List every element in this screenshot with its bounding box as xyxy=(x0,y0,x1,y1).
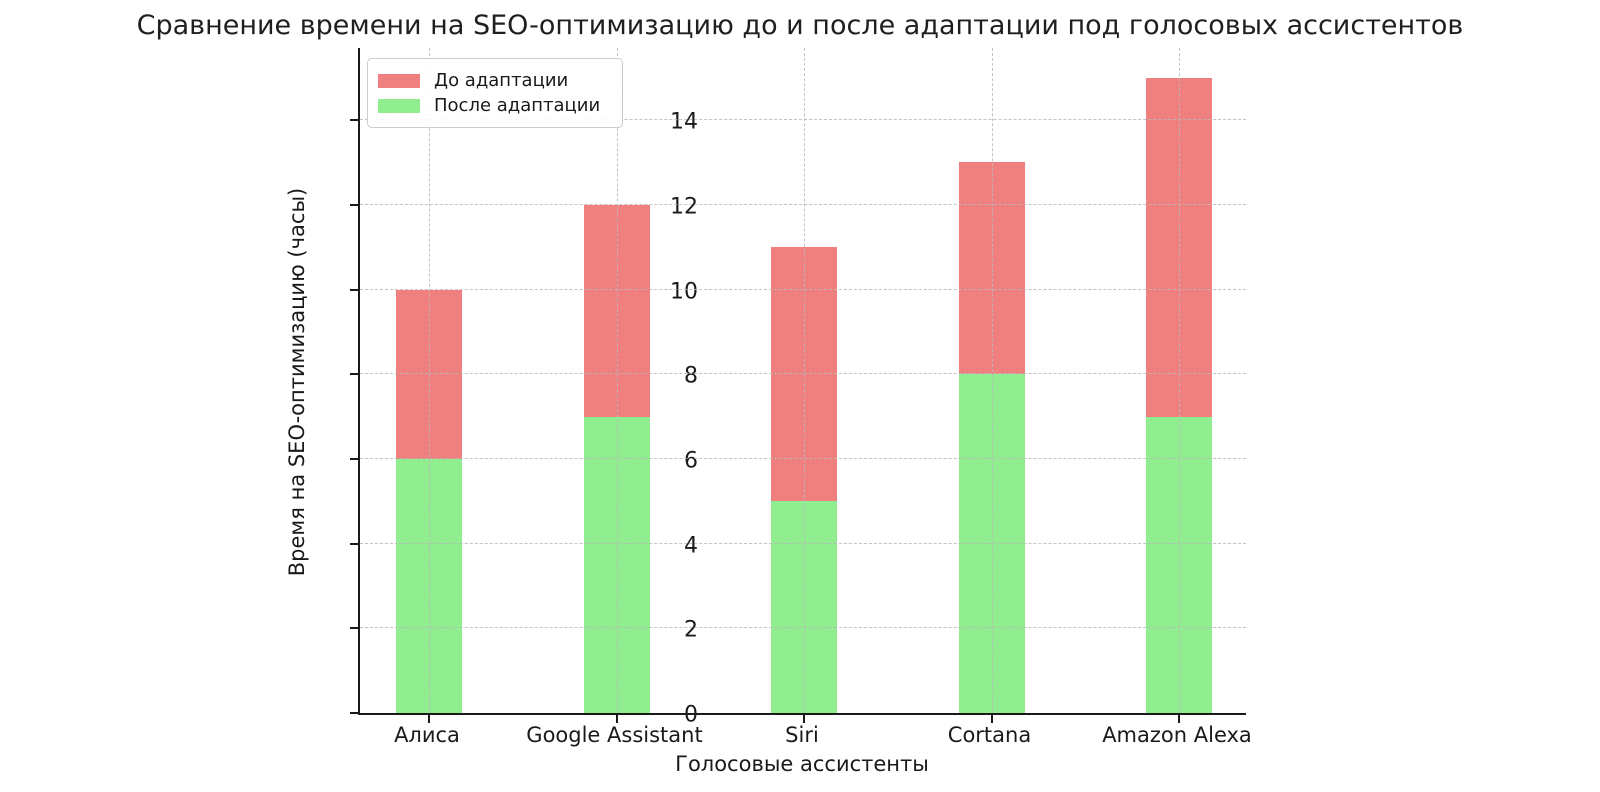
legend-label-after: После адаптации xyxy=(434,95,601,116)
legend-label-before: До адаптации xyxy=(434,70,569,91)
legend: До адаптации После адаптации xyxy=(367,58,623,128)
gridline-h-6 xyxy=(360,457,1246,459)
gridline-v-4 xyxy=(1179,48,1180,713)
y-axis-label: Время на SEO-оптимизацию (часы) xyxy=(285,187,309,577)
gridline-h-2 xyxy=(360,627,1246,629)
y-tick-label-10: 10 xyxy=(670,279,698,304)
gridline-v-3 xyxy=(991,48,993,713)
y-tick-mark-14 xyxy=(350,119,358,122)
plot-area: До адаптации После адаптации xyxy=(350,48,1246,723)
x-tick-mark-1 xyxy=(615,715,618,723)
y-tick-label-0: 0 xyxy=(684,702,698,728)
x-tick-label-0: Алиса xyxy=(394,723,460,747)
gridline-h-10 xyxy=(360,288,1246,290)
gridline-h-12 xyxy=(360,203,1246,205)
y-tick-label-4: 4 xyxy=(684,533,698,559)
chart-title: Сравнение времени на SEO-оптимизацию до … xyxy=(136,10,1464,41)
y-tick-label-6: 6 xyxy=(684,448,698,474)
x-tick-label-3: Cortana xyxy=(947,723,1032,747)
y-tick-mark-0 xyxy=(350,712,358,714)
x-tick-mark-4 xyxy=(1178,715,1180,723)
y-tick-label-12: 12 xyxy=(670,194,698,220)
gridline-h-8 xyxy=(360,373,1246,375)
y-tick-mark-6 xyxy=(350,457,358,460)
gridline-v-1 xyxy=(616,48,618,713)
y-tick-mark-8 xyxy=(350,373,358,376)
legend-swatch-before xyxy=(378,73,420,88)
gridline-h-4 xyxy=(360,542,1246,544)
legend-item-after: После адаптации xyxy=(378,93,610,118)
legend-swatch-after xyxy=(378,98,420,113)
x-tick-label-2: Siri xyxy=(785,723,819,747)
y-tick-mark-4 xyxy=(350,542,358,545)
y-tick-label-14: 14 xyxy=(670,109,698,135)
gridline-v-2 xyxy=(804,48,805,713)
x-tick-mark-2 xyxy=(803,715,805,723)
y-tick-label-8: 8 xyxy=(684,363,698,389)
x-tick-mark-0 xyxy=(428,715,430,723)
gridline-h-14 xyxy=(360,119,1246,121)
x-tick-label-4: Amazon Alexa xyxy=(1102,723,1252,747)
y-tick-label-2: 2 xyxy=(684,617,698,643)
x-axis-label: Голосовые ассистенты xyxy=(675,752,929,776)
legend-item-before: До адаптации xyxy=(378,68,610,93)
gridline-v-0 xyxy=(429,48,430,713)
x-tick-mark-3 xyxy=(990,715,993,723)
x-tick-label-1: Google Assistant xyxy=(526,723,703,747)
y-tick-mark-10 xyxy=(350,288,358,291)
y-tick-mark-12 xyxy=(350,203,358,206)
y-tick-mark-2 xyxy=(350,627,358,630)
